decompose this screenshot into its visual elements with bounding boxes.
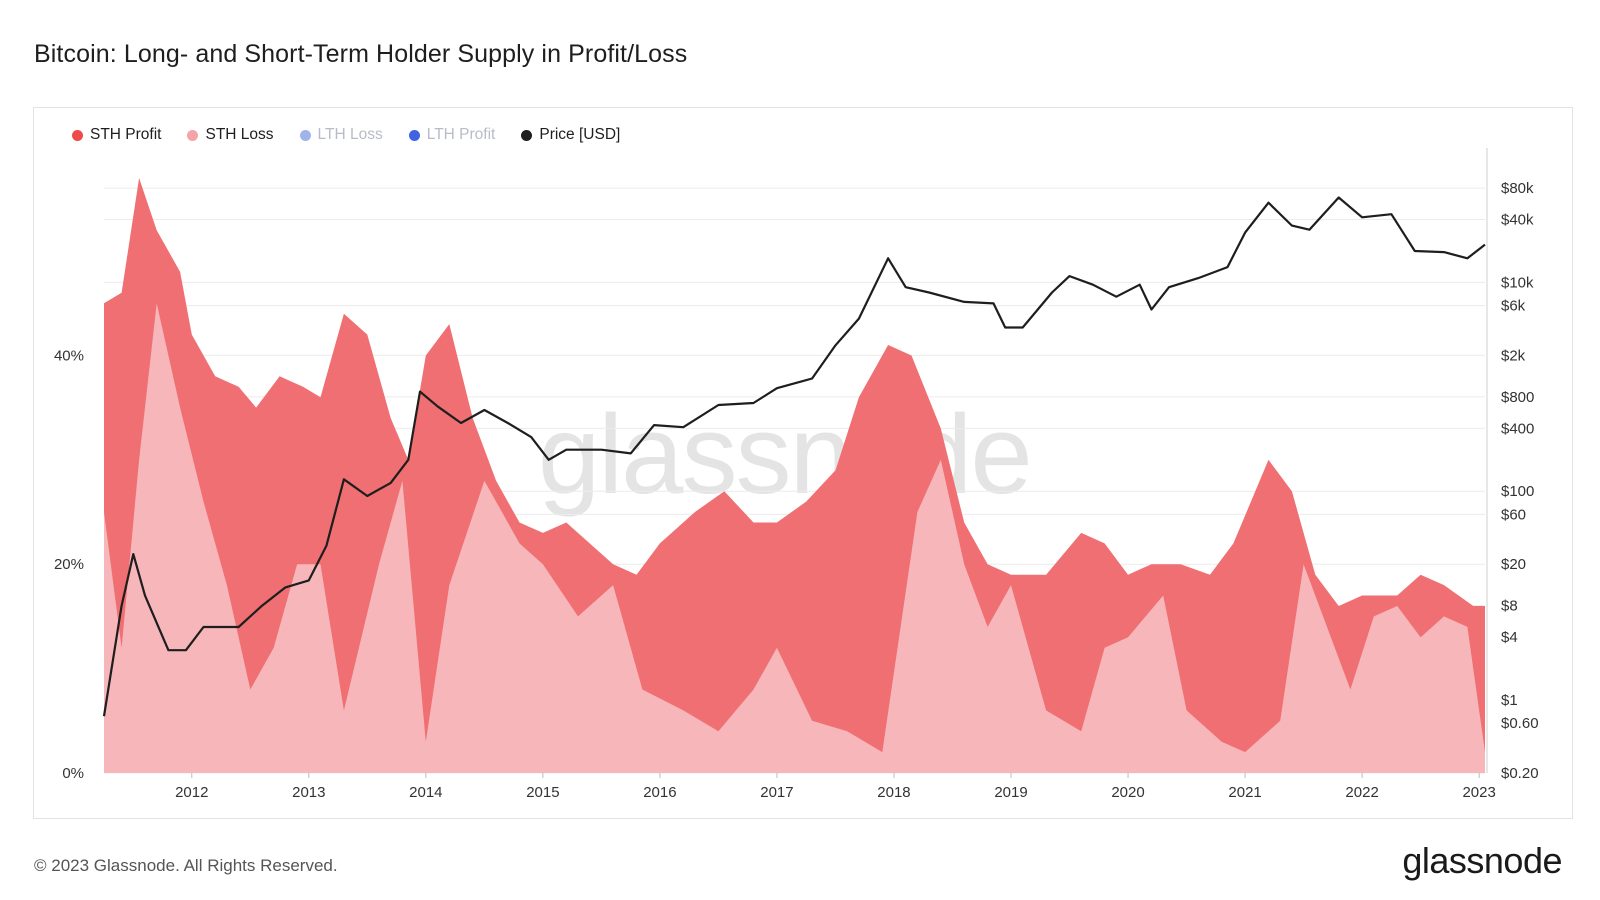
- x-tick-label: 2014: [409, 784, 442, 801]
- y-right-tick-label: $60: [1501, 506, 1526, 523]
- y-right-tick-label: $2k: [1501, 347, 1526, 364]
- y-right-tick-label: $10k: [1501, 274, 1534, 291]
- legend-item-lth-profit[interactable]: LTH Profit: [408, 126, 496, 144]
- y-right-tick-label: $400: [1501, 420, 1534, 437]
- y-right-tick-label: $80k: [1501, 180, 1534, 197]
- legend-label: LTH Profit: [426, 126, 496, 143]
- legend-label: Price [USD]: [539, 126, 621, 143]
- y-left-tick-label: 40%: [54, 347, 84, 364]
- y-right-tick-label: $1: [1501, 692, 1518, 709]
- x-tick-label: 2023: [1462, 784, 1495, 801]
- legend-item-sth-profit[interactable]: STH Profit: [72, 126, 161, 144]
- x-tick-label: 2016: [643, 784, 676, 801]
- legend-dot-lth-loss: [299, 129, 311, 141]
- brand-logo: glassnode: [1402, 840, 1562, 881]
- y-right-tick-label: $0.60: [1501, 715, 1539, 732]
- legend-label: LTH Loss: [317, 126, 383, 143]
- legend-item-price[interactable]: Price [USD]: [521, 126, 620, 144]
- x-tick-label: 2013: [292, 784, 325, 801]
- x-tick-label: 2019: [994, 784, 1027, 801]
- legend-label: STH Profit: [90, 126, 162, 143]
- copyright-footer: © 2023 Glassnode. All Rights Reserved.: [34, 856, 338, 875]
- x-tick-label: 2017: [760, 784, 793, 801]
- x-tick-label: 2021: [1228, 784, 1261, 801]
- chart-panel: STH Profit STH Loss LTH Loss LTH Profit …: [33, 107, 1573, 819]
- y-left-tick-label: 20%: [54, 556, 84, 573]
- legend-label: STH Loss: [205, 126, 274, 143]
- legend-dot-price: [521, 129, 533, 141]
- y-right-tick-label: $8: [1501, 598, 1518, 615]
- legend: STH Profit STH Loss LTH Loss LTH Profit …: [72, 126, 620, 144]
- legend-item-lth-loss[interactable]: LTH Loss: [299, 126, 383, 144]
- y-right-tick-label: $4: [1501, 629, 1518, 646]
- y-right-tick-label: $20: [1501, 556, 1526, 573]
- y-right-tick-label: $100: [1501, 483, 1534, 500]
- legend-dot-sth-loss: [187, 129, 199, 141]
- y-left-tick-label: 0%: [62, 765, 84, 782]
- legend-dot-lth-profit: [408, 129, 420, 141]
- y-right-tick-label: $800: [1501, 389, 1534, 406]
- x-tick-label: 2018: [877, 784, 910, 801]
- x-tick-label: 2012: [175, 784, 208, 801]
- legend-dot-sth-profit: [72, 129, 83, 141]
- chart-title: Bitcoin: Long- and Short-Term Holder Sup…: [34, 40, 688, 68]
- legend-item-sth-loss[interactable]: STH Loss: [187, 126, 274, 144]
- y-right-tick-label: $40k: [1501, 212, 1534, 229]
- series-price-line: [102, 196, 1486, 717]
- series-sth-loss-area: [104, 303, 1485, 773]
- y-right-tick-label: $0.20: [1501, 765, 1539, 782]
- x-tick-label: 2022: [1345, 784, 1378, 801]
- x-tick-label: 2015: [526, 784, 559, 801]
- y-right-tick-label: $6k: [1501, 298, 1526, 315]
- x-tick-label: 2020: [1111, 784, 1144, 801]
